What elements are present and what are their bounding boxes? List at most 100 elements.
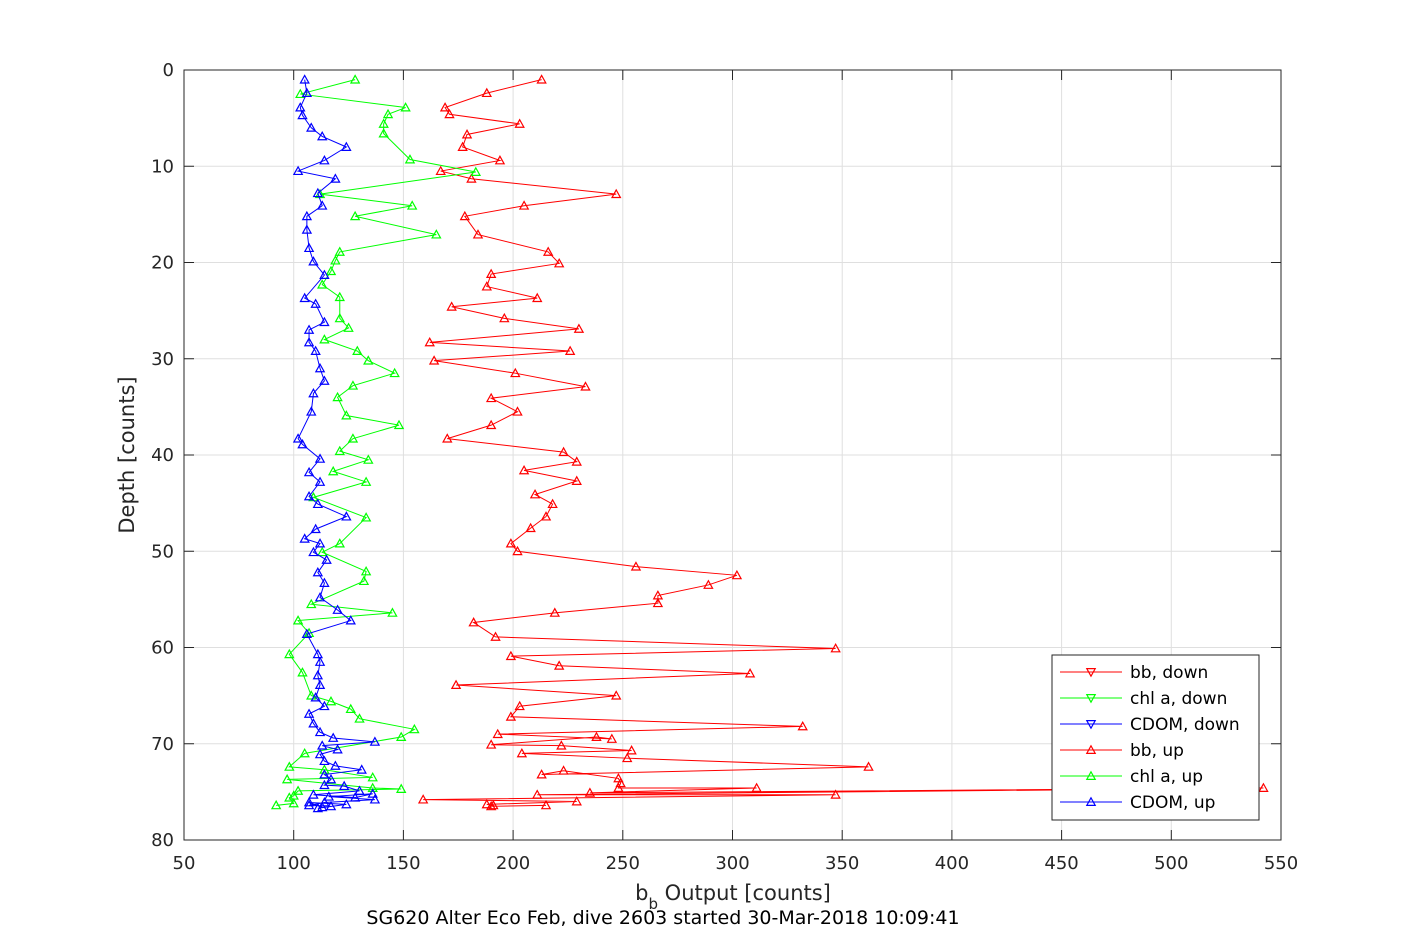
- data-point: [367, 788, 378, 798]
- data-point: [352, 345, 363, 356]
- data-point: [830, 789, 841, 799]
- data-point: [297, 667, 308, 677]
- data-point: [299, 292, 310, 303]
- data-point: [308, 256, 319, 266]
- data-point: [303, 324, 315, 334]
- legend-marker-cdom-down: [1085, 720, 1097, 730]
- data-point: [295, 102, 306, 112]
- data-point: [334, 538, 345, 548]
- data-point: [395, 783, 407, 793]
- data-point: [341, 410, 352, 420]
- data-point: [306, 598, 317, 609]
- data-point: [573, 323, 585, 333]
- series-line-bb-up: [423, 79, 1264, 807]
- data-point: [466, 173, 477, 183]
- series-chl-a-up: [270, 74, 482, 810]
- data-point: [529, 489, 541, 499]
- data-point: [532, 292, 543, 303]
- series-line-chl-a-up: [276, 79, 476, 806]
- data-point: [428, 355, 440, 365]
- data-point: [292, 615, 304, 625]
- data-point: [404, 154, 416, 164]
- data-point: [514, 118, 525, 128]
- data-point: [312, 566, 324, 577]
- data-point: [338, 780, 350, 791]
- data-point: [349, 792, 361, 802]
- data-point: [319, 779, 330, 790]
- data-point: [409, 723, 420, 734]
- data-point: [512, 406, 523, 416]
- data-point: [505, 650, 517, 661]
- data-point: [332, 391, 343, 402]
- data-point: [584, 787, 596, 797]
- data-point: [518, 200, 530, 210]
- data-point: [369, 794, 381, 804]
- data-point: [334, 246, 345, 256]
- data-point: [703, 579, 714, 589]
- data-point: [325, 800, 337, 811]
- data-point: [330, 255, 341, 265]
- data-point: [319, 375, 330, 385]
- legend-marker-bb-down: [1085, 668, 1097, 678]
- data-point: [303, 797, 315, 807]
- data-point: [540, 511, 552, 521]
- data-point: [439, 102, 451, 112]
- legend-label-chl-a-up: chl a, up: [1130, 767, 1203, 787]
- data-point: [317, 279, 328, 289]
- data-point: [345, 615, 356, 625]
- data-point: [330, 760, 341, 770]
- data-point: [830, 643, 841, 653]
- data-point: [310, 692, 321, 702]
- data-point: [400, 102, 411, 112]
- data-point: [299, 747, 310, 758]
- data-point: [470, 166, 482, 176]
- data-point: [468, 617, 479, 627]
- data-point: [424, 336, 435, 347]
- data-point: [797, 720, 808, 731]
- data-point: [343, 322, 354, 332]
- data-point: [571, 475, 582, 485]
- data-point: [310, 523, 321, 534]
- x-axis-ticks: 50 100 150 200 250 300 350 400 450 500 550: [173, 70, 1298, 874]
- data-point: [393, 419, 405, 430]
- data-point: [312, 648, 324, 659]
- data-point: [485, 739, 497, 749]
- data-point: [863, 761, 874, 771]
- x-tick-label: 50: [173, 853, 196, 874]
- data-point: [303, 242, 315, 253]
- legend-marker-chl-a-down: [1085, 694, 1097, 704]
- data-point: [334, 291, 345, 302]
- data-point: [613, 782, 624, 792]
- data-point: [514, 700, 525, 711]
- data-point: [591, 731, 602, 741]
- data-point: [731, 569, 743, 580]
- data-point: [360, 476, 372, 486]
- data-point: [314, 453, 326, 463]
- x-tick-label: 450: [1044, 853, 1078, 874]
- legend-label-bb-up: bb, up: [1130, 741, 1184, 761]
- data-point: [308, 789, 319, 799]
- data-point: [327, 732, 339, 742]
- data-point: [499, 312, 510, 323]
- data-point: [292, 433, 304, 443]
- data-point: [327, 465, 339, 476]
- data-point: [553, 660, 565, 670]
- data-point: [751, 782, 762, 792]
- legend-label-cdom-up: CDOM, up: [1130, 793, 1215, 813]
- data-point: [341, 798, 352, 809]
- y-tick-label: 60: [151, 638, 174, 659]
- data-point: [378, 118, 389, 128]
- data-point: [490, 631, 501, 641]
- data-point: [518, 464, 530, 475]
- data-point: [321, 554, 332, 564]
- series-cdom-up: [292, 74, 381, 813]
- data-point: [332, 744, 343, 754]
- data-point: [317, 200, 328, 210]
- data-point: [319, 155, 330, 165]
- legend-label-cdom-down: CDOM, down: [1130, 715, 1240, 735]
- data-point: [314, 362, 326, 373]
- data-point: [571, 796, 582, 806]
- data-point: [301, 210, 313, 221]
- y-tick-label: 70: [151, 734, 174, 755]
